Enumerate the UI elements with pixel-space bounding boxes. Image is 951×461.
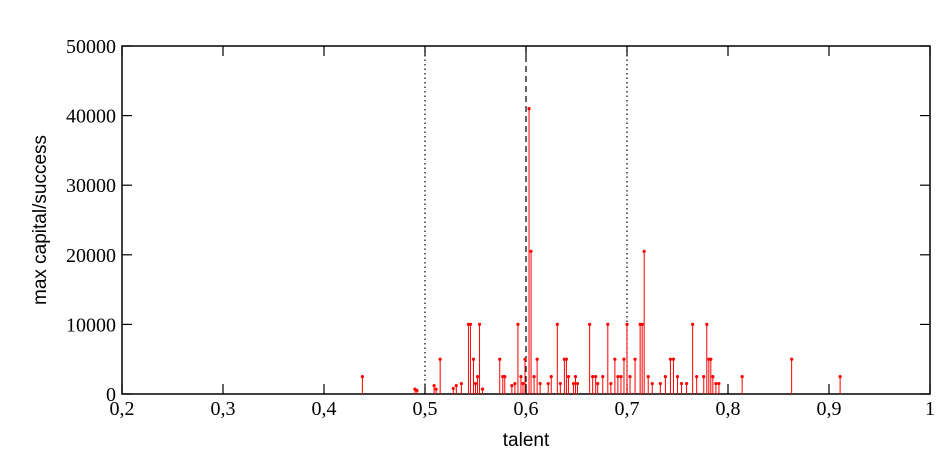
stem-marker [451,386,455,391]
stem-marker [573,375,578,379]
stem-marker [477,322,482,326]
stem-marker [601,375,605,379]
x-axis-label: talent [503,430,550,451]
x-tick-label: 0,5 [413,398,438,420]
stem-marker [527,107,531,111]
stem-marker [790,357,794,361]
stem-marker [471,357,476,361]
stem-marker [558,381,562,386]
stem-marker [538,381,542,386]
stem-marker [532,375,536,379]
stem-marker [616,375,620,379]
stem-marker [510,384,514,388]
y-axis-label: max capital/success [30,135,51,305]
stem-marker [705,322,709,326]
stem-marker [513,381,517,386]
stem-marker [679,381,684,386]
stem-marker [468,322,473,326]
stem-marker [480,387,485,391]
x-tick-label: 0,4 [312,398,337,420]
stem-marker [549,375,553,379]
stem-marker [658,381,662,386]
stem-marker [633,357,637,361]
stem-marker [594,375,598,379]
x-tick-label: 0,9 [817,398,842,420]
stem-marker [671,357,676,361]
stem-marker [546,381,550,386]
stem-marker [529,249,533,253]
x-tick-label: 0,3 [211,398,236,420]
stem-marker [588,322,592,326]
stem-marker [438,357,442,361]
stem-marker [675,375,680,379]
stem-marker [609,381,613,386]
stem-marker [622,357,626,361]
stem-marker [498,357,502,361]
stem-marker [642,249,646,253]
stem-marker [702,375,706,379]
stem-marker [709,357,713,361]
stem-marker [575,381,580,386]
x-tick-label: 0,8 [716,398,741,420]
stem-marker [454,384,458,388]
stem-marker [691,322,695,326]
y-tick-label: 40000 [66,106,116,128]
y-tick-label: 20000 [66,245,116,267]
stem-marker [711,375,715,379]
stem-marker [640,322,644,326]
stem-marker [535,357,539,361]
stem-marker [521,381,525,386]
stem-marker [475,375,480,379]
stem-marker [434,387,438,391]
stem-marker [668,357,673,361]
stem-marker [619,375,623,379]
stem-marker [650,381,654,386]
stem-marker [838,375,842,379]
stem-marker [516,322,520,326]
stem-marker [519,375,523,379]
stem-marker [566,375,571,379]
stem-marker [432,384,436,388]
stem-marker [717,381,721,386]
stem-marker [360,375,364,379]
stem-marker [628,375,632,379]
x-tick-label: 0,7 [615,398,640,420]
stem-marker [606,322,610,326]
x-tick-label: 0,2 [110,398,135,420]
stem-marker [591,375,595,379]
stem-marker [714,381,718,386]
x-tick-label: 1 [925,398,935,420]
y-tick-label: 0 [106,384,116,406]
stem-marker [571,381,576,386]
stem-marker [473,381,478,386]
y-tick-label: 50000 [66,36,116,58]
stem-marker [663,375,667,379]
y-tick-label: 30000 [66,175,116,197]
stem-marker [459,381,463,386]
stem-marker [646,375,650,379]
stem-marker [564,357,569,361]
stem-marker [625,322,629,326]
stem-marker [740,375,744,379]
stem-marker [695,375,699,379]
stem-marker [503,375,507,379]
y-tick-label: 10000 [66,314,116,336]
stem-marker [523,357,527,361]
stem-marker [555,322,559,326]
stem-marker [613,357,617,361]
stem-marker [415,388,419,393]
x-tick-label: 0,6 [514,398,539,420]
stem-marker [684,381,689,386]
stem-marker [596,381,600,386]
